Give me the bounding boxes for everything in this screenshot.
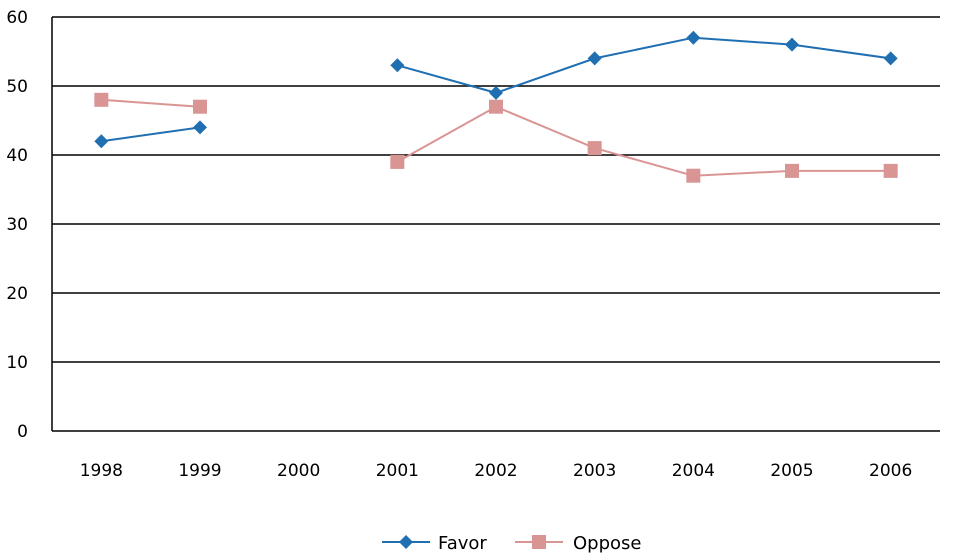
- series-oppose-line: [396, 105, 891, 177]
- legend-oppose-marker: [532, 535, 546, 549]
- x-tick-label-2002: 2002: [474, 461, 517, 481]
- point-oppose-2002: [489, 99, 503, 114]
- series-favor-line: [397, 36, 891, 94]
- y-tick-label-50: 50: [6, 77, 28, 97]
- point-oppose-2005: [785, 163, 799, 178]
- x-tick-label-2000: 2000: [277, 461, 320, 481]
- series-oppose-line: [101, 98, 201, 108]
- legend-item-oppose: Oppose: [515, 533, 641, 554]
- series-oppose: [94, 92, 898, 183]
- legend-favor-label: Favor: [438, 533, 487, 554]
- x-tick-label-1998: 1998: [80, 461, 123, 481]
- y-tick-label-60: 60: [6, 8, 28, 28]
- x-tick-label-2003: 2003: [573, 461, 616, 481]
- gridlines: [52, 16, 940, 432]
- point-favor-2002: [489, 85, 503, 100]
- x-tick-label-2004: 2004: [672, 461, 715, 481]
- point-oppose-2006: [883, 163, 898, 178]
- legend-favor-marker: [399, 535, 413, 549]
- point-oppose-2004: [686, 168, 701, 183]
- x-tick-label-2005: 2005: [770, 461, 813, 481]
- point-oppose-2003: [587, 141, 602, 156]
- point-oppose-2001: [390, 154, 405, 169]
- point-favor-2004: [686, 30, 701, 45]
- y-tick-label-10: 10: [6, 353, 28, 373]
- y-tick-label-20: 20: [6, 284, 28, 304]
- legend: Favor Oppose: [382, 533, 641, 554]
- point-oppose-1999: [193, 99, 207, 114]
- point-oppose-1998: [94, 92, 109, 107]
- point-favor-2005: [785, 37, 799, 52]
- x-tick-labels: 1998 1999 2000 2001 2002 2003 2004 2005 2006: [80, 461, 913, 481]
- x-tick-label-2001: 2001: [376, 461, 419, 481]
- x-tick-label-1999: 1999: [178, 461, 221, 481]
- y-tick-labels: 0 10 20 30 40 50 60: [6, 8, 28, 442]
- series-favor: [94, 30, 898, 149]
- y-tick-label-0: 0: [17, 422, 28, 442]
- legend-oppose-label: Oppose: [573, 533, 641, 554]
- x-tick-label-2006: 2006: [869, 461, 912, 481]
- point-favor-1999: [193, 120, 207, 135]
- series-group: [94, 30, 898, 183]
- point-favor-1998: [94, 134, 109, 149]
- point-favor-2003: [587, 51, 602, 66]
- series-favor-line: [101, 126, 201, 143]
- point-favor-2006: [883, 51, 898, 66]
- point-favor-2001: [390, 58, 405, 73]
- y-tick-label-30: 30: [6, 215, 28, 235]
- legend-item-favor: Favor: [382, 533, 487, 554]
- y-tick-label-40: 40: [6, 146, 28, 166]
